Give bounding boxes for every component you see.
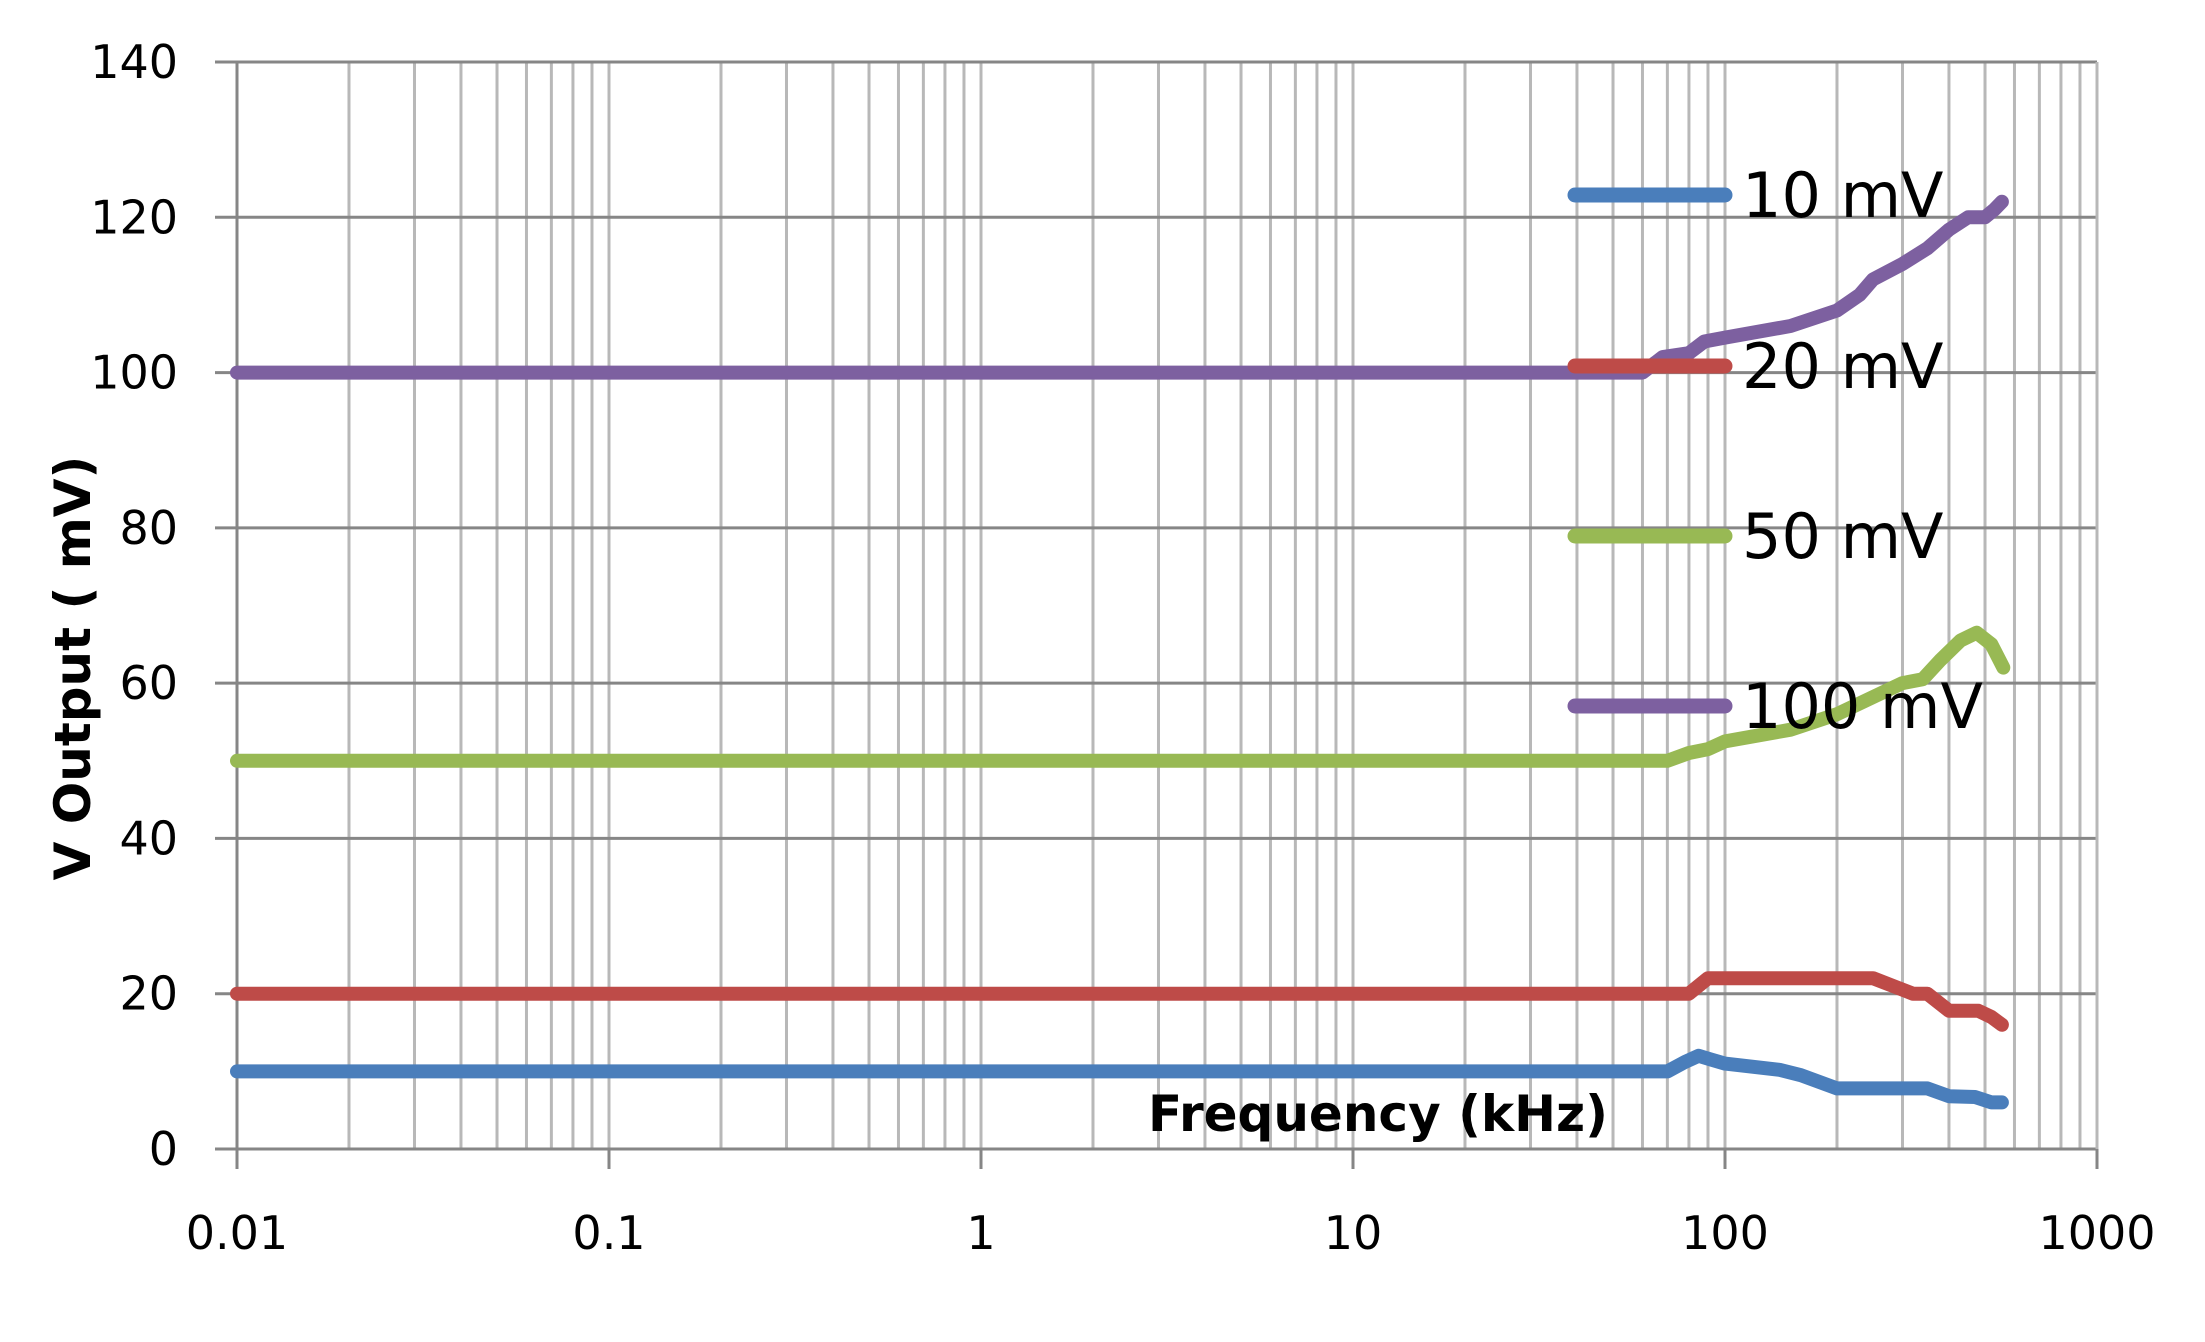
y-tick-label: 120 (90, 190, 178, 244)
x-tick-label: 10 (1324, 1206, 1383, 1260)
x-tick-label: 100 (1681, 1206, 1769, 1260)
legend-label: 100 mV (1742, 670, 1983, 743)
x-axis-title: Frequency (kHz) (1148, 1085, 1608, 1143)
y-tick-label: 0 (149, 1122, 178, 1176)
y-axis-title: V Output ( mV) (44, 456, 102, 881)
axes: 0 20 40 60 80 100 120 140 0.01 0.1 1 10 100 1000 (90, 35, 2155, 1260)
y-tick-label: 40 (119, 811, 178, 865)
data-series (230, 194, 2011, 1110)
legend: 10 mV 20 mV 50 mV 100 mV (1567, 159, 1983, 743)
legend-label: 10 mV (1742, 159, 1943, 232)
y-tick-label: 140 (90, 35, 178, 89)
series-line-10mv (230, 1048, 2009, 1110)
series-line-50mv (230, 625, 2011, 768)
x-tick-label: 0.01 (186, 1206, 288, 1260)
series-line-100mv (230, 194, 2009, 380)
legend-label: 50 mV (1742, 500, 1943, 573)
y-tick-label: 80 (119, 501, 178, 555)
legend-item[interactable]: 20 mV (1567, 330, 1943, 403)
y-tick-label: 20 (119, 967, 178, 1021)
series-line-20mv (230, 971, 2009, 1032)
legend-item[interactable]: 50 mV (1567, 500, 1943, 573)
x-tick-label: 1 (966, 1206, 995, 1260)
legend-item[interactable]: 100 mV (1567, 670, 1983, 743)
y-tick-label: 100 (90, 346, 178, 400)
x-tick-label: 0.1 (572, 1206, 645, 1260)
x-tick-label: 1000 (2038, 1206, 2155, 1260)
legend-label: 20 mV (1742, 330, 1943, 403)
legend-item[interactable]: 10 mV (1567, 159, 1943, 232)
y-tick-label: 60 (119, 656, 178, 710)
